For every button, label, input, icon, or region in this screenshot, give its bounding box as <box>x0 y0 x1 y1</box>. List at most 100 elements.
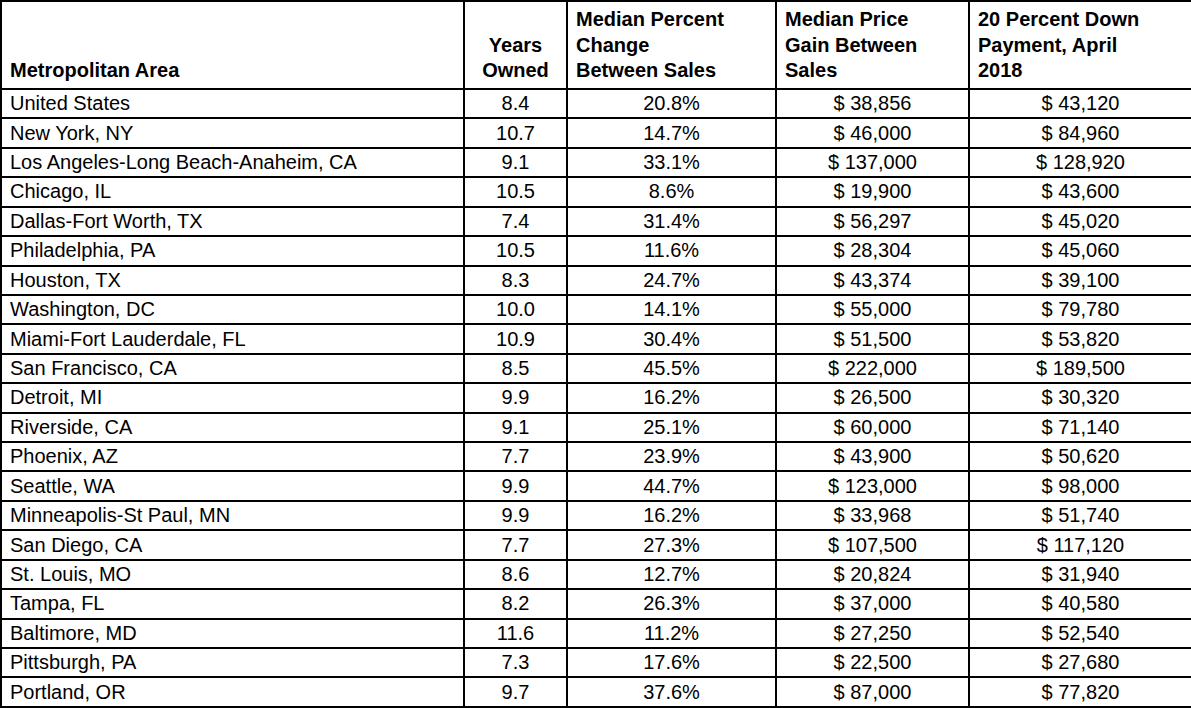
cell-years-owned: 7.7 <box>464 530 567 559</box>
cell-percent-change: 8.6% <box>567 177 776 206</box>
table-container: Metropolitan Area Years Owned Median Per… <box>0 0 1191 708</box>
cell-years-owned: 8.4 <box>464 89 567 118</box>
cell-years-owned: 10.7 <box>464 118 567 147</box>
cell-metropolitan-area: St. Louis, MO <box>1 560 464 589</box>
cell-price-gain: $ 28,304 <box>776 236 969 265</box>
cell-metropolitan-area: Washington, DC <box>1 295 464 324</box>
cell-percent-change: 12.7% <box>567 560 776 589</box>
cell-down-payment: $ 45,020 <box>969 207 1191 236</box>
cell-price-gain: $ 46,000 <box>776 118 969 147</box>
cell-down-payment: $ 40,580 <box>969 589 1191 618</box>
cell-metropolitan-area: Phoenix, AZ <box>1 442 464 471</box>
cell-metropolitan-area: United States <box>1 89 464 118</box>
cell-down-payment: $ 50,620 <box>969 442 1191 471</box>
cell-down-payment: $ 51,740 <box>969 501 1191 530</box>
table-row: Pittsburgh, PA 7.3 17.6% $ 22,500 $ 27,6… <box>1 648 1191 677</box>
cell-metropolitan-area: Philadelphia, PA <box>1 236 464 265</box>
cell-down-payment: $ 52,540 <box>969 619 1191 648</box>
cell-down-payment: $ 117,120 <box>969 530 1191 559</box>
cell-down-payment: $ 27,680 <box>969 648 1191 677</box>
cell-metropolitan-area: Dallas-Fort Worth, TX <box>1 207 464 236</box>
cell-price-gain: $ 38,856 <box>776 89 969 118</box>
cell-years-owned: 10.9 <box>464 324 567 353</box>
cell-down-payment: $ 43,120 <box>969 89 1191 118</box>
table-row: Washington, DC 10.0 14.1% $ 55,000 $ 79,… <box>1 295 1191 324</box>
cell-price-gain: $ 87,000 <box>776 677 969 707</box>
cell-years-owned: 9.9 <box>464 471 567 500</box>
cell-price-gain: $ 51,500 <box>776 324 969 353</box>
cell-metropolitan-area: Chicago, IL <box>1 177 464 206</box>
column-header-median-price-gain: Median Price Gain Between Sales <box>776 1 969 89</box>
cell-down-payment: $ 98,000 <box>969 471 1191 500</box>
cell-down-payment: $ 71,140 <box>969 413 1191 442</box>
cell-years-owned: 7.7 <box>464 442 567 471</box>
table-row: Tampa, FL 8.2 26.3% $ 37,000 $ 40,580 <box>1 589 1191 618</box>
cell-price-gain: $ 43,900 <box>776 442 969 471</box>
cell-percent-change: 27.3% <box>567 530 776 559</box>
cell-price-gain: $ 123,000 <box>776 471 969 500</box>
cell-years-owned: 8.3 <box>464 266 567 295</box>
cell-metropolitan-area: San Francisco, CA <box>1 354 464 383</box>
table-body: United States 8.4 20.8% $ 38,856 $ 43,12… <box>1 89 1191 707</box>
table-row: Phoenix, AZ 7.7 23.9% $ 43,900 $ 50,620 <box>1 442 1191 471</box>
table-row: Minneapolis-St Paul, MN 9.9 16.2% $ 33,9… <box>1 501 1191 530</box>
cell-price-gain: $ 22,500 <box>776 648 969 677</box>
cell-metropolitan-area: Seattle, WA <box>1 471 464 500</box>
cell-price-gain: $ 19,900 <box>776 177 969 206</box>
cell-price-gain: $ 222,000 <box>776 354 969 383</box>
cell-metropolitan-area: Tampa, FL <box>1 589 464 618</box>
cell-price-gain: $ 37,000 <box>776 589 969 618</box>
cell-price-gain: $ 33,968 <box>776 501 969 530</box>
table-row: Seattle, WA 9.9 44.7% $ 123,000 $ 98,000 <box>1 471 1191 500</box>
table-row: Miami-Fort Lauderdale, FL 10.9 30.4% $ 5… <box>1 324 1191 353</box>
cell-down-payment: $ 43,600 <box>969 177 1191 206</box>
cell-percent-change: 31.4% <box>567 207 776 236</box>
cell-years-owned: 8.2 <box>464 589 567 618</box>
cell-percent-change: 16.2% <box>567 501 776 530</box>
column-header-years-owned: Years Owned <box>464 1 567 89</box>
table-header-row: Metropolitan Area Years Owned Median Per… <box>1 1 1191 89</box>
cell-price-gain: $ 55,000 <box>776 295 969 324</box>
column-header-median-percent-change: Median Percent Change Between Sales <box>567 1 776 89</box>
cell-percent-change: 16.2% <box>567 383 776 412</box>
cell-percent-change: 24.7% <box>567 266 776 295</box>
cell-years-owned: 7.3 <box>464 648 567 677</box>
cell-percent-change: 11.2% <box>567 619 776 648</box>
cell-metropolitan-area: San Diego, CA <box>1 530 464 559</box>
cell-years-owned: 9.1 <box>464 413 567 442</box>
cell-metropolitan-area: Pittsburgh, PA <box>1 648 464 677</box>
table-row: Los Angeles-Long Beach-Anaheim, CA 9.1 3… <box>1 148 1191 177</box>
cell-percent-change: 26.3% <box>567 589 776 618</box>
cell-down-payment: $ 84,960 <box>969 118 1191 147</box>
cell-price-gain: $ 56,297 <box>776 207 969 236</box>
cell-years-owned: 11.6 <box>464 619 567 648</box>
table-row: San Francisco, CA 8.5 45.5% $ 222,000 $ … <box>1 354 1191 383</box>
cell-percent-change: 33.1% <box>567 148 776 177</box>
cell-down-payment: $ 53,820 <box>969 324 1191 353</box>
cell-metropolitan-area: Minneapolis-St Paul, MN <box>1 501 464 530</box>
column-header-metropolitan-area: Metropolitan Area <box>1 1 464 89</box>
cell-price-gain: $ 26,500 <box>776 383 969 412</box>
cell-down-payment: $ 77,820 <box>969 677 1191 707</box>
cell-down-payment: $ 39,100 <box>969 266 1191 295</box>
cell-percent-change: 17.6% <box>567 648 776 677</box>
table-row: St. Louis, MO 8.6 12.7% $ 20,824 $ 31,94… <box>1 560 1191 589</box>
cell-percent-change: 14.7% <box>567 118 776 147</box>
cell-percent-change: 20.8% <box>567 89 776 118</box>
table-row: San Diego, CA 7.7 27.3% $ 107,500 $ 117,… <box>1 530 1191 559</box>
cell-down-payment: $ 128,920 <box>969 148 1191 177</box>
cell-percent-change: 11.6% <box>567 236 776 265</box>
cell-price-gain: $ 107,500 <box>776 530 969 559</box>
cell-years-owned: 10.5 <box>464 177 567 206</box>
cell-down-payment: $ 79,780 <box>969 295 1191 324</box>
cell-metropolitan-area: Baltimore, MD <box>1 619 464 648</box>
cell-metropolitan-area: New York, NY <box>1 118 464 147</box>
cell-down-payment: $ 189,500 <box>969 354 1191 383</box>
table-row: New York, NY 10.7 14.7% $ 46,000 $ 84,96… <box>1 118 1191 147</box>
table-row: United States 8.4 20.8% $ 38,856 $ 43,12… <box>1 89 1191 118</box>
cell-years-owned: 7.4 <box>464 207 567 236</box>
cell-price-gain: $ 27,250 <box>776 619 969 648</box>
table-row: Portland, OR 9.7 37.6% $ 87,000 $ 77,820 <box>1 677 1191 707</box>
cell-price-gain: $ 137,000 <box>776 148 969 177</box>
cell-years-owned: 9.1 <box>464 148 567 177</box>
